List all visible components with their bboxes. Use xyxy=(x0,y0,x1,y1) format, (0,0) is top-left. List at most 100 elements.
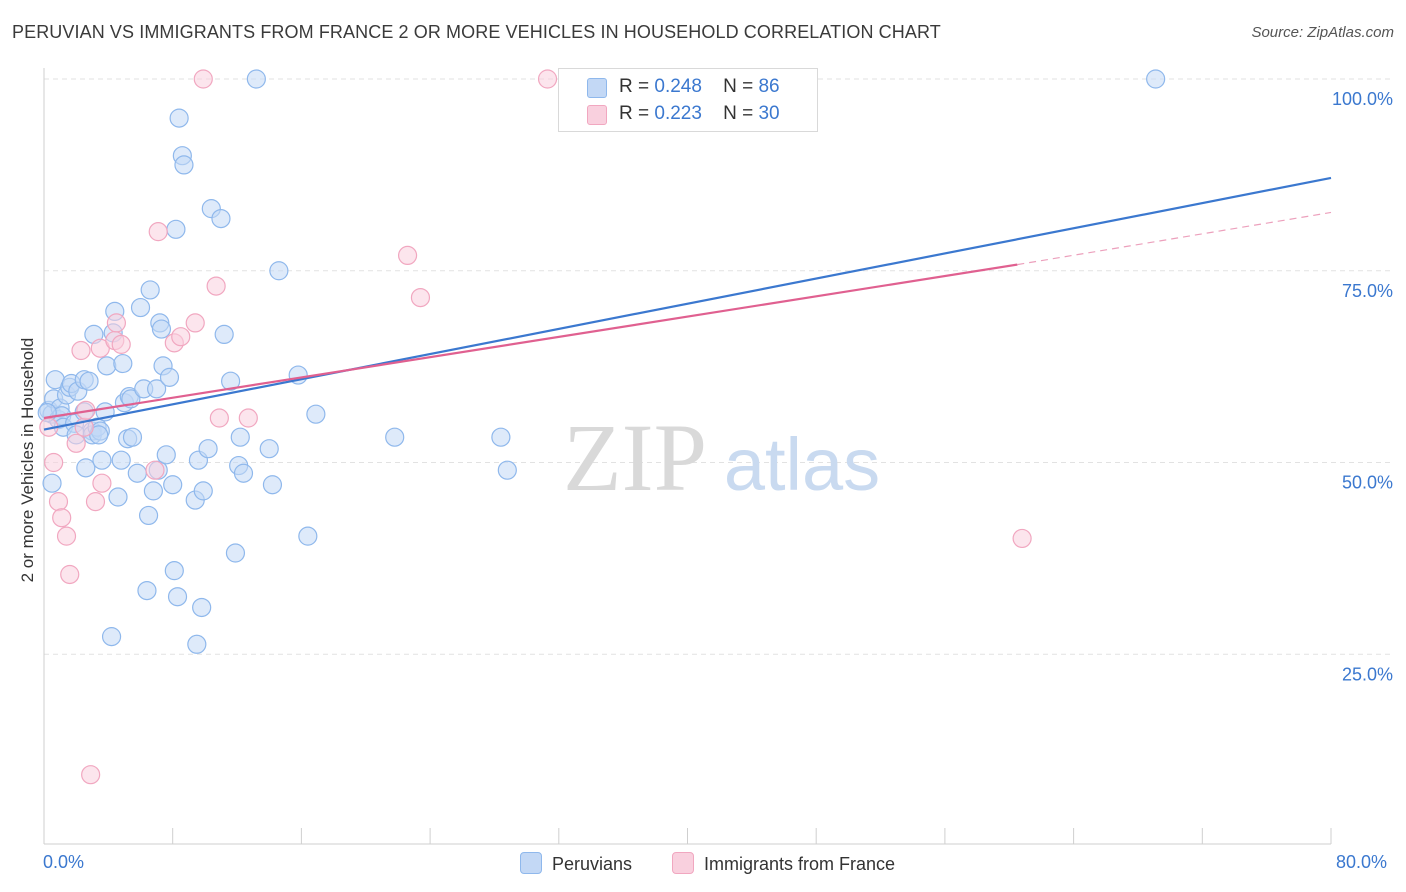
point-france-11 xyxy=(85,492,106,512)
point-peruvians-26 xyxy=(97,356,117,376)
point-peruvians-38 xyxy=(127,463,147,483)
point-france-5 xyxy=(60,564,80,585)
point-peruvians-72 xyxy=(233,463,254,483)
point-peruvians-54 xyxy=(166,219,186,239)
point-france-6 xyxy=(66,433,86,453)
legend-r-label: R = xyxy=(619,103,650,124)
chart-title: PERUVIAN VS IMMIGRANTS FROM FRANCE 2 OR … xyxy=(12,22,941,42)
point-france-23 xyxy=(206,276,226,296)
trend-line-france xyxy=(43,263,1018,420)
legend-swatch-peruvians xyxy=(587,78,607,98)
point-peruvians-41 xyxy=(137,580,157,601)
point-peruvians-80 xyxy=(385,427,405,447)
legend-n-value-peruvians: 86 xyxy=(758,76,780,97)
bottom-legend-swatch-peruvians xyxy=(520,852,542,874)
point-peruvians-82 xyxy=(497,460,517,480)
legend-r-value-france: 0.223 xyxy=(654,103,702,124)
x-tick-label-max: 80.0% xyxy=(1336,852,1388,872)
watermark-zip: ZIP xyxy=(563,404,707,511)
point-france-15 xyxy=(106,313,126,333)
bottom-legend-label-peruvians: Peruvians xyxy=(552,854,633,874)
legend-n-label: N = xyxy=(723,76,754,97)
point-france-13 xyxy=(92,473,112,493)
point-france-21 xyxy=(185,313,205,333)
bottom-legend-france: Immigrants from France xyxy=(672,852,895,875)
bottom-legend-label-france: Immigrants from France xyxy=(704,854,896,874)
trend-lines xyxy=(43,176,1332,431)
point-peruvians-50 xyxy=(156,445,176,465)
point-france-20 xyxy=(171,327,191,347)
watermark: ZIP atlas xyxy=(563,404,880,511)
point-france-18 xyxy=(148,222,168,242)
point-peruvians-83 xyxy=(1146,69,1166,89)
point-peruvians-63 xyxy=(193,481,213,501)
point-france-17 xyxy=(145,460,165,480)
point-france-2 xyxy=(48,492,69,512)
point-peruvians-55 xyxy=(167,587,188,607)
point-peruvians-2 xyxy=(42,473,62,493)
point-france-29 xyxy=(1012,528,1032,549)
x-tick-label-min: 0.0% xyxy=(43,852,85,872)
point-peruvians-27 xyxy=(101,627,122,647)
point-peruvians-71 xyxy=(230,427,250,447)
point-peruvians-75 xyxy=(262,475,283,495)
point-peruvians-45 xyxy=(147,379,167,399)
legend-r-value-peruvians: 0.248 xyxy=(654,76,702,97)
point-france-28 xyxy=(537,69,558,89)
point-france-27 xyxy=(410,287,431,308)
point-peruvians-74 xyxy=(259,439,279,459)
point-peruvians-73 xyxy=(246,69,266,89)
legend-n-value-france: 30 xyxy=(758,103,780,124)
point-peruvians-81 xyxy=(491,427,511,447)
point-france-16 xyxy=(111,334,131,354)
point-peruvians-78 xyxy=(298,526,318,546)
point-peruvians-62 xyxy=(192,597,212,618)
point-peruvians-53 xyxy=(164,561,184,581)
point-peruvians-30 xyxy=(108,487,128,507)
point-france-22 xyxy=(193,69,213,89)
legend-n-label: N = xyxy=(723,103,754,124)
point-peruvians-18 xyxy=(79,371,99,391)
point-peruvians-67 xyxy=(214,324,234,345)
trend-line-peruvians xyxy=(43,176,1332,431)
point-france-7 xyxy=(71,340,91,361)
legend-r-label: R = xyxy=(619,76,650,97)
point-peruvians-48 xyxy=(151,319,172,339)
y-tick-label-3: 25.0% xyxy=(1342,664,1393,684)
axes xyxy=(43,68,1332,845)
point-france-1 xyxy=(44,452,64,473)
point-peruvians-43 xyxy=(140,280,160,300)
point-peruvians-76 xyxy=(269,261,289,281)
point-peruvians-52 xyxy=(163,475,183,495)
point-peruvians-39 xyxy=(130,297,151,318)
point-peruvians-58 xyxy=(174,155,194,175)
point-peruvians-79 xyxy=(306,404,326,424)
point-peruvians-51 xyxy=(159,367,180,387)
point-france-3 xyxy=(52,508,72,528)
point-peruvians-64 xyxy=(198,439,218,459)
bottom-legend-swatch-france xyxy=(672,852,694,874)
point-peruvians-60 xyxy=(187,634,207,654)
point-peruvians-69 xyxy=(225,543,246,563)
gridlines xyxy=(44,78,1391,655)
source-label: Source: ZipAtlas.com xyxy=(1251,24,1394,41)
trend-line-france-extension xyxy=(1017,211,1332,266)
y-axis-label: 2 or more Vehicles in Household xyxy=(18,337,37,583)
point-peruvians-24 xyxy=(92,450,112,470)
correlation-legend: R = 0.248 N = 86 R = 0.223 N = 30 xyxy=(558,68,818,132)
point-france-26 xyxy=(397,245,418,266)
point-peruvians-42 xyxy=(138,505,159,526)
point-peruvians-31 xyxy=(113,353,133,374)
point-peruvians-66 xyxy=(211,208,231,229)
point-france-24 xyxy=(209,408,229,428)
point-peruvians-56 xyxy=(169,108,189,128)
point-peruvians-37 xyxy=(122,427,143,447)
watermark-atlas: atlas xyxy=(724,423,880,506)
point-peruvians-68 xyxy=(221,371,241,391)
y-tick-label-0: 100.0% xyxy=(1332,89,1393,109)
legend-swatch-france xyxy=(587,105,607,125)
point-france-4 xyxy=(56,526,77,546)
point-peruvians-17 xyxy=(76,458,96,478)
y-tick-label-1: 75.0% xyxy=(1342,281,1393,301)
